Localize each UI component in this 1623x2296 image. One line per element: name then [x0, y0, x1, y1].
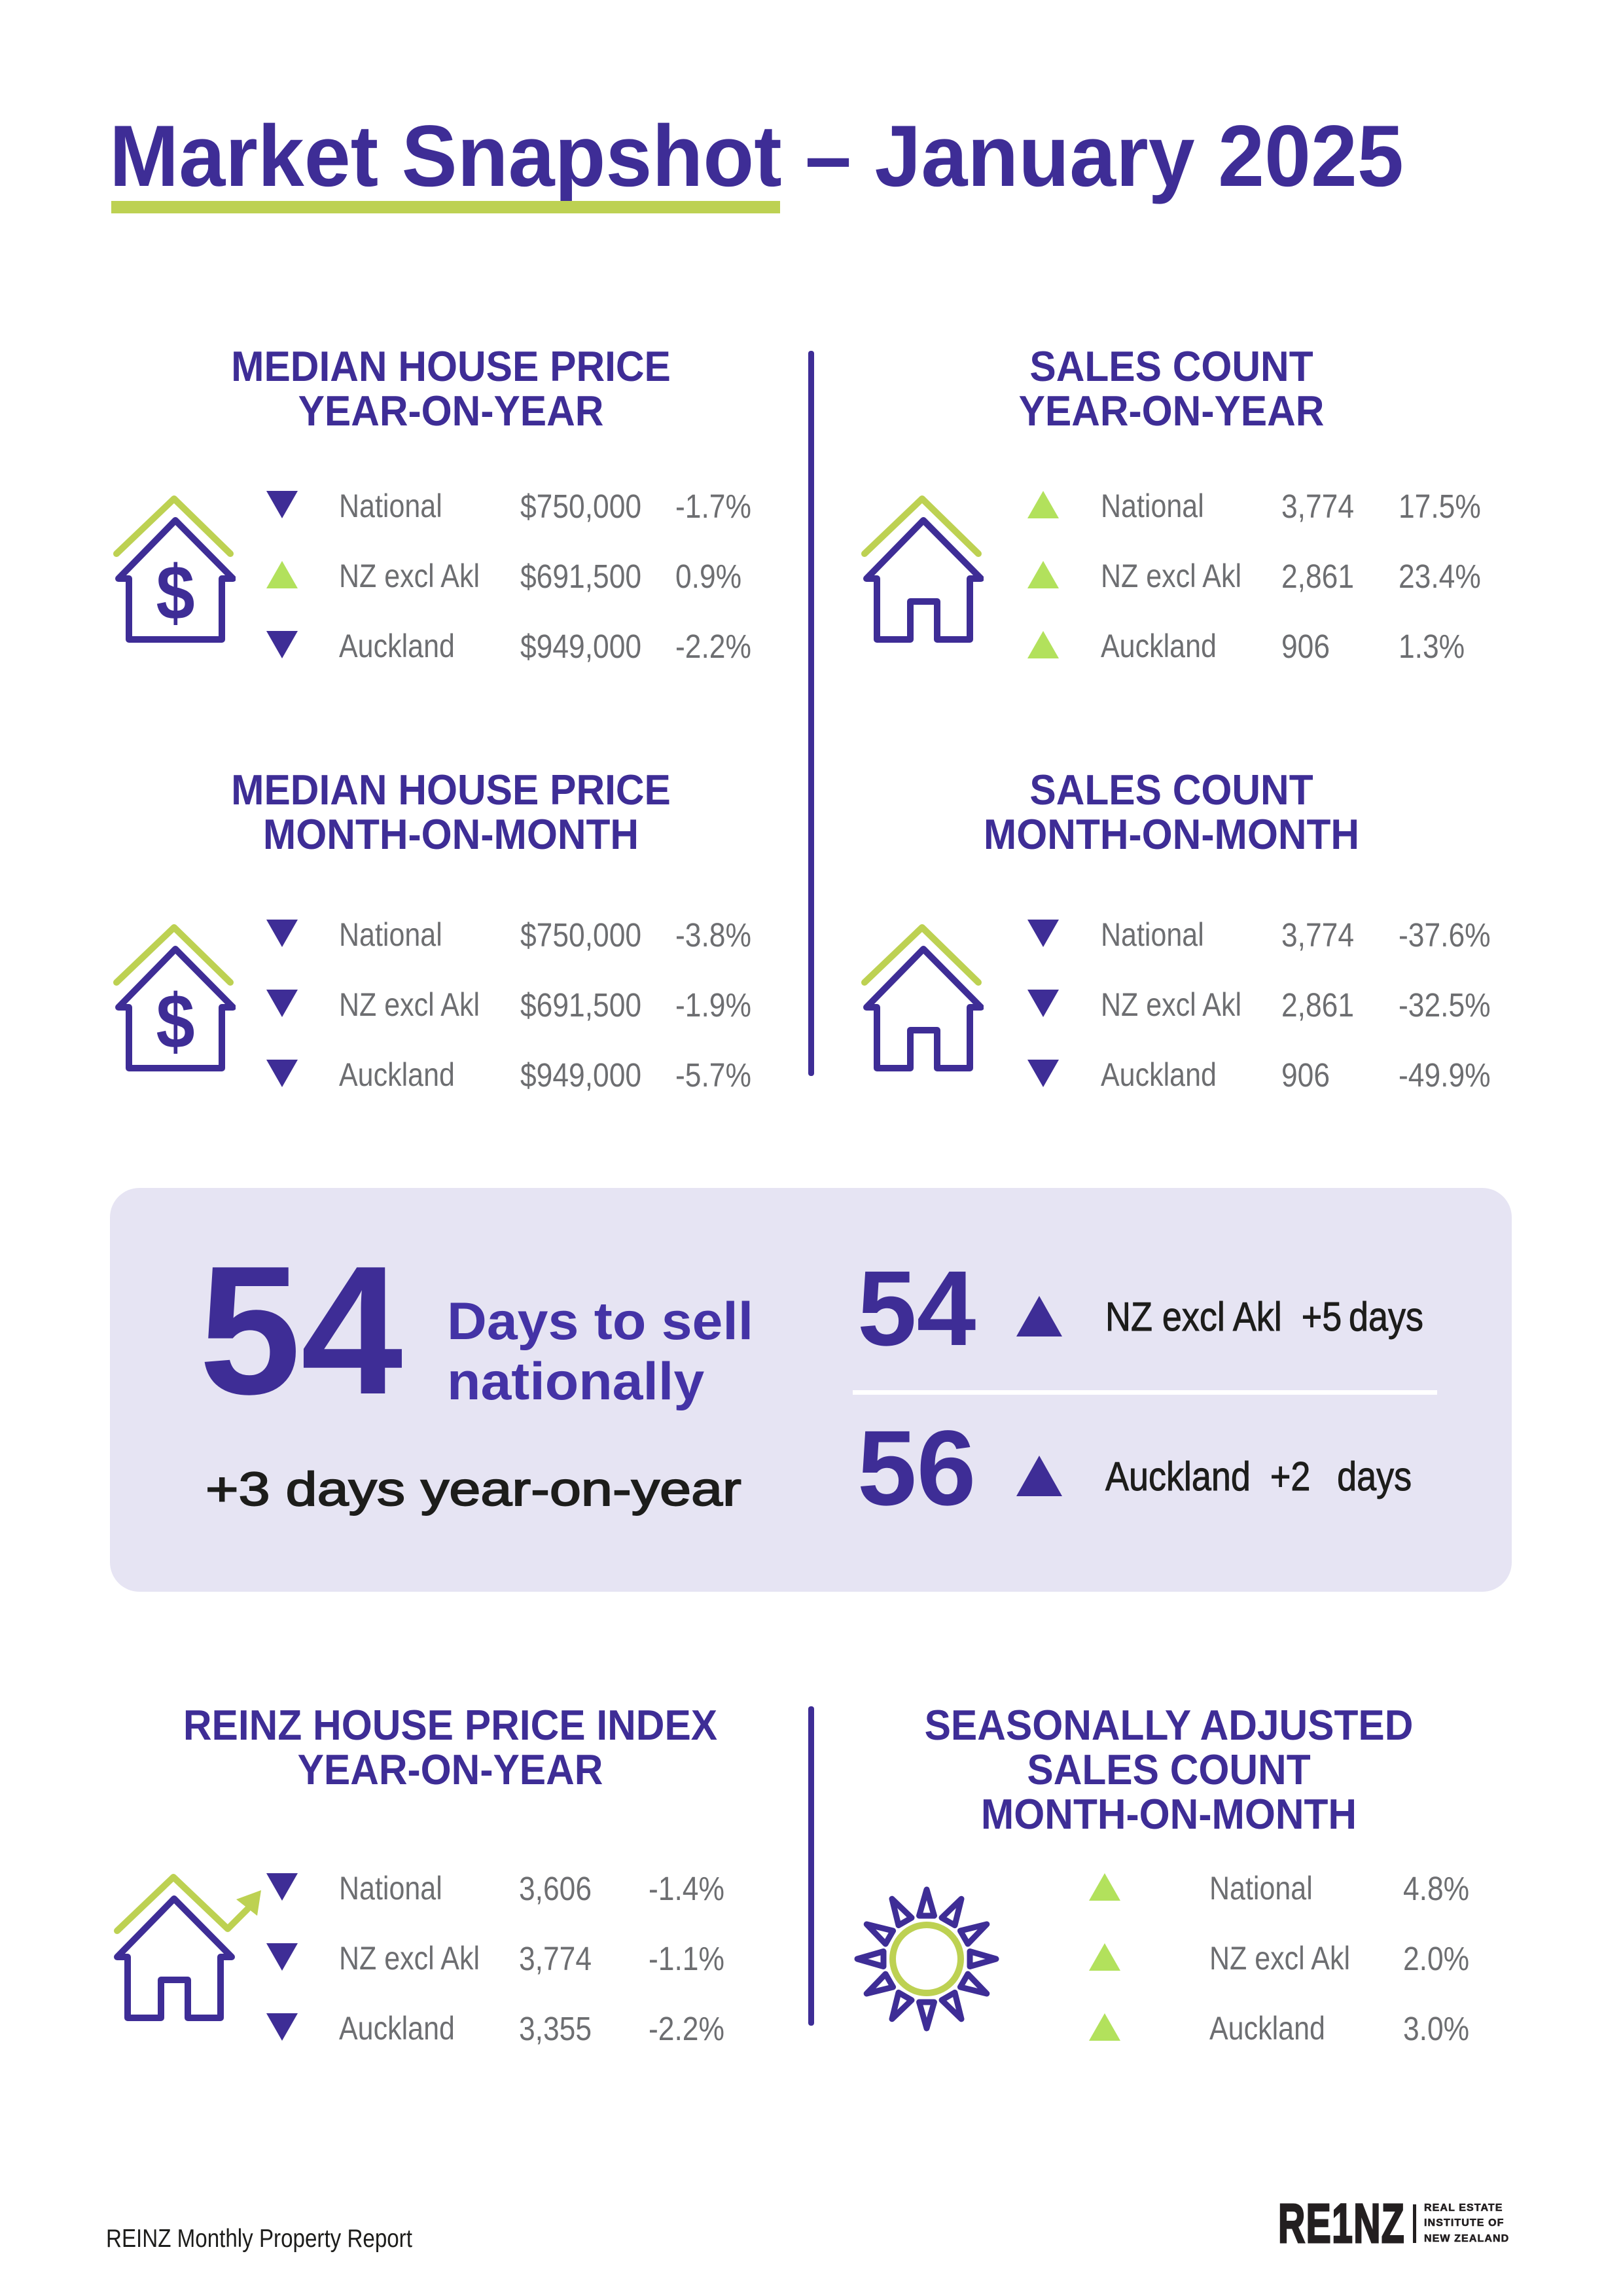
- svg-text:$: $: [156, 978, 194, 1064]
- svg-text:$: $: [156, 549, 194, 636]
